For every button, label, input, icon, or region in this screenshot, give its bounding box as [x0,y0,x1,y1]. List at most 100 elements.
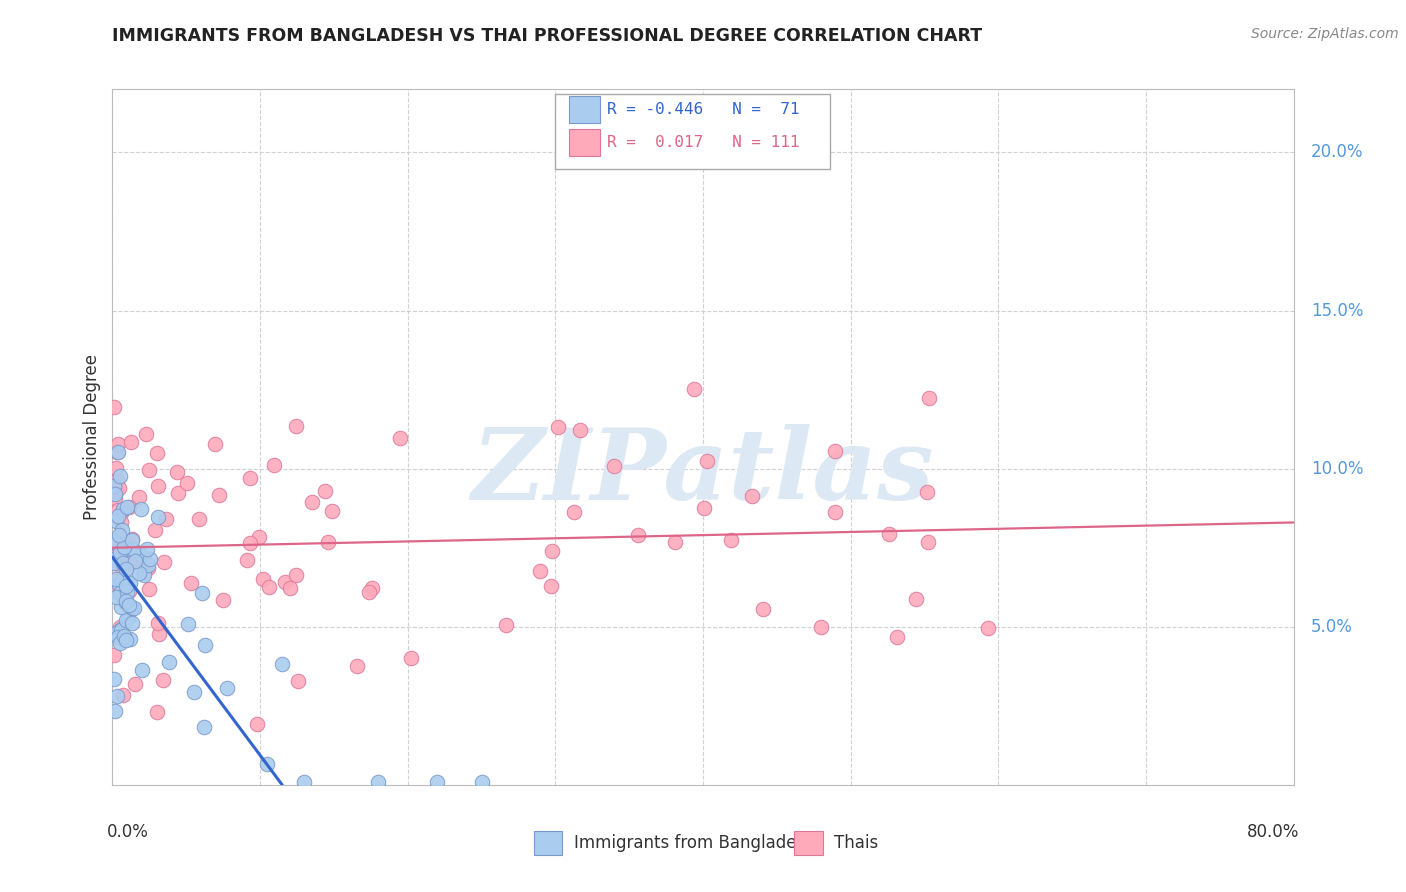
Point [696,453,718,467]
Point [121,601,143,615]
Point [824,444,846,458]
Point [495,618,517,632]
Point [107,445,129,459]
Point [136,560,159,574]
Point [105,514,128,528]
Point [157,655,180,669]
Point [112,688,135,702]
Point [103,551,125,566]
Point [110,622,132,636]
Point [122,542,145,557]
Point [105,689,128,703]
Point [104,579,127,593]
Point [115,500,138,514]
Point [152,673,174,688]
Point [105,460,128,475]
Point [117,598,139,612]
Point [105,445,128,459]
Point [167,486,190,500]
Point [103,673,125,687]
Point [138,582,160,597]
Point [132,550,155,565]
Point [128,566,150,580]
Point [627,528,650,542]
Text: 15.0%: 15.0% [1312,301,1364,319]
Point [346,659,368,673]
Point [114,562,136,576]
Point [114,596,136,610]
Point [301,494,323,508]
Point [118,542,141,557]
Point [183,684,205,698]
Point [180,576,202,591]
Point [120,435,142,450]
Point [115,541,138,556]
Point [603,458,626,473]
Point [741,489,763,503]
Point [193,720,215,734]
Point [110,586,132,600]
Point [125,550,148,565]
Point [118,500,141,514]
Point [977,621,1000,635]
Point [318,535,340,549]
Point [120,575,142,590]
Point [146,615,169,630]
Point [108,636,131,650]
Point [107,436,129,450]
Point [824,505,846,519]
Point [114,579,136,593]
Point [194,639,217,653]
Point [108,481,131,495]
Point [529,564,551,578]
Point [540,579,562,593]
Point [112,629,135,643]
Point [124,554,146,568]
Point [107,508,129,523]
Point [105,590,128,604]
Text: Source: ZipAtlas.com: Source: ZipAtlas.com [1251,27,1399,41]
Point [110,530,132,544]
Point [107,503,129,517]
Point [905,592,928,607]
Point [135,426,157,441]
Point [146,509,169,524]
Point [103,556,125,570]
Point [107,553,129,567]
Point [111,535,134,549]
Point [112,540,135,554]
Point [273,575,295,590]
Point [108,578,131,592]
Point [114,633,136,648]
Point [664,535,686,549]
Point [132,565,155,579]
Point [918,391,941,405]
Point [129,501,152,516]
Point [191,585,214,599]
Point [683,382,706,396]
Point [321,504,343,518]
Point [540,544,562,558]
Point [357,585,380,599]
Point [103,648,125,663]
Point [562,505,585,519]
Point [239,471,262,485]
Point [110,515,132,529]
Point [256,756,278,771]
Point [111,557,134,571]
Point [236,553,259,567]
Point [131,663,153,677]
Point [112,562,135,576]
Point [105,625,128,640]
Point [117,583,139,598]
Point [121,533,143,547]
Point [285,419,308,434]
Point [247,530,270,544]
Point [752,601,775,615]
Point [117,610,139,624]
Point [114,595,136,609]
Point [103,579,125,593]
Point [886,630,908,644]
Text: 80.0%: 80.0% [1247,823,1299,841]
Text: Immigrants from Bangladesh: Immigrants from Bangladesh [574,834,815,852]
